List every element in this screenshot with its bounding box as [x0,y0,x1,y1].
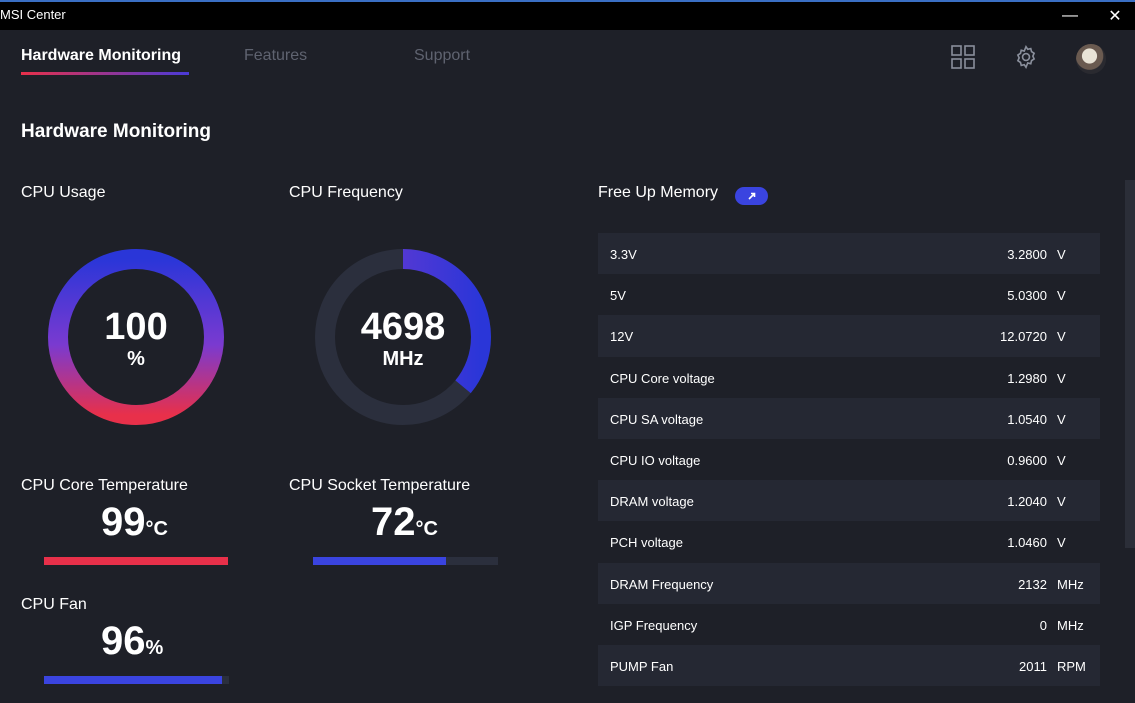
sensor-unit: V [1057,494,1066,510]
sensor-unit: V [1057,452,1066,468]
sensor-unit: V [1057,288,1066,304]
sensor-row [598,686,1100,703]
cpu-usage-unit: % [127,348,145,370]
minimize-button[interactable]: — [1062,7,1078,24]
cpu-core-temp-readout: 99°C [101,500,168,545]
cpu-core-temp-label: CPU Core Temperature [21,477,188,494]
cpu-frequency-unit: MHz [382,348,424,370]
sensor-unit: RPM [1057,658,1086,674]
cpu-fan-bar-fill [44,676,222,684]
sensor-value: 0.9600 [1007,452,1047,468]
sensor-value: 2011 [1019,658,1047,674]
sensor-row: DRAM Frequency 2132 MHz [598,562,1100,604]
title-bar: MSI Center — ✕ [0,2,1135,30]
tab-features[interactable]: Features [244,47,308,64]
cpu-socket-temp-unit: °C [415,518,438,540]
cpu-fan-readout: 96% [101,619,163,664]
sensor-value: 1.0460 [1007,535,1047,551]
cpu-socket-temp-readout: 72°C [371,500,438,545]
sensor-row: PCH voltage 1.0460 V [598,521,1100,563]
sensor-value: 1.0540 [1007,411,1047,427]
cpu-fan-unit: % [145,637,164,659]
sensor-unit: MHz [1057,617,1084,633]
active-tab-underline [21,72,189,75]
sensor-row: 3.3V 3.2800 V [598,233,1100,275]
sensor-value: 1.2980 [1007,370,1047,386]
app-title: MSI Center [0,7,66,22]
sensor-row: PUMP Fan 2011 RPM [598,644,1100,687]
sensor-value: 2132 [1018,576,1047,592]
sensor-row: CPU SA voltage 1.0540 V [598,397,1100,439]
sensor-name: 3.3V [610,247,637,262]
sensor-unit: V [1057,535,1066,551]
tab-hardware-monitoring[interactable]: Hardware Monitoring [21,47,182,64]
gear-icon[interactable] [1013,44,1039,70]
sensor-name: PUMP Fan [610,658,674,674]
cpu-frequency-label: CPU Frequency [289,184,403,201]
sensor-value: 5.0300 [1007,288,1047,304]
sensor-row: CPU IO voltage 0.9600 V [598,438,1100,481]
close-button[interactable]: ✕ [1108,8,1122,25]
cpu-usage-label: CPU Usage [21,184,106,201]
cpu-frequency-value: 4698 [360,306,446,348]
sensor-value: 12.0720 [1000,329,1047,345]
sensor-unit: MHz [1057,576,1084,592]
cpu-socket-temp-value: 72 [371,500,416,544]
sensor-name: DRAM voltage [610,494,694,510]
free-up-memory-label: Free Up Memory [598,184,719,201]
cpu-core-temp-unit: °C [145,518,168,540]
sensor-unit: V [1057,370,1066,386]
sensor-name: 5V [610,288,626,304]
sensor-name: CPU Core voltage [610,370,715,386]
cpu-socket-temp-bar-fill [313,557,447,565]
sensor-row: 12V 12.0720 V [598,315,1100,357]
cpu-fan-bar [44,676,229,684]
apps-grid-icon[interactable] [950,44,976,70]
cpu-usage-value: 100 [104,306,168,348]
cpu-core-temp-bar [44,557,228,565]
sensor-unit: V [1057,329,1066,345]
sensor-table: 3.3V 3.2800 V 5V 5.0300 V 12V 12.0720 V CPU Core … [598,233,1100,703]
cpu-frequency-gauge [315,249,491,425]
sensor-unit: V [1057,247,1066,262]
sensor-name: CPU IO voltage [610,452,701,468]
page-title: Hardware Monitoring [21,121,212,142]
scrollbar[interactable] [1125,180,1135,548]
rocket-arrow-icon [747,192,755,200]
sensor-row: 5V 5.0300 V [598,274,1100,316]
tab-support[interactable]: Support [414,47,471,64]
sensor-value: 3.2800 [1007,247,1047,262]
cpu-core-temp-bar-fill [44,557,228,565]
cpu-fan-label: CPU Fan [21,596,87,613]
sensor-unit: V [1057,411,1066,427]
sensor-value: 0 [1039,617,1047,633]
sensor-row: DRAM voltage 1.2040 V [598,480,1100,522]
avatar[interactable] [1076,44,1106,74]
cpu-core-temp-value: 99 [101,500,146,544]
cpu-usage-gauge [48,249,224,425]
sensor-name: CPU SA voltage [610,411,704,427]
sensor-name: DRAM Frequency [610,576,714,592]
cpu-fan-value: 96 [101,619,146,663]
sensor-value: 1.2040 [1007,494,1047,510]
cpu-socket-temp-bar [313,557,498,565]
sensor-name: 12V [610,329,634,345]
sensor-row: IGP Frequency 0 MHz [598,603,1100,645]
free-up-memory-button[interactable] [735,187,768,205]
top-nav: Hardware Monitoring Features Support [0,30,1135,90]
sensor-row: CPU Core voltage 1.2980 V [598,356,1100,398]
sensor-name: IGP Frequency [610,617,698,633]
cpu-socket-temp-label: CPU Socket Temperature [289,477,471,494]
sensor-name: PCH voltage [610,535,683,551]
